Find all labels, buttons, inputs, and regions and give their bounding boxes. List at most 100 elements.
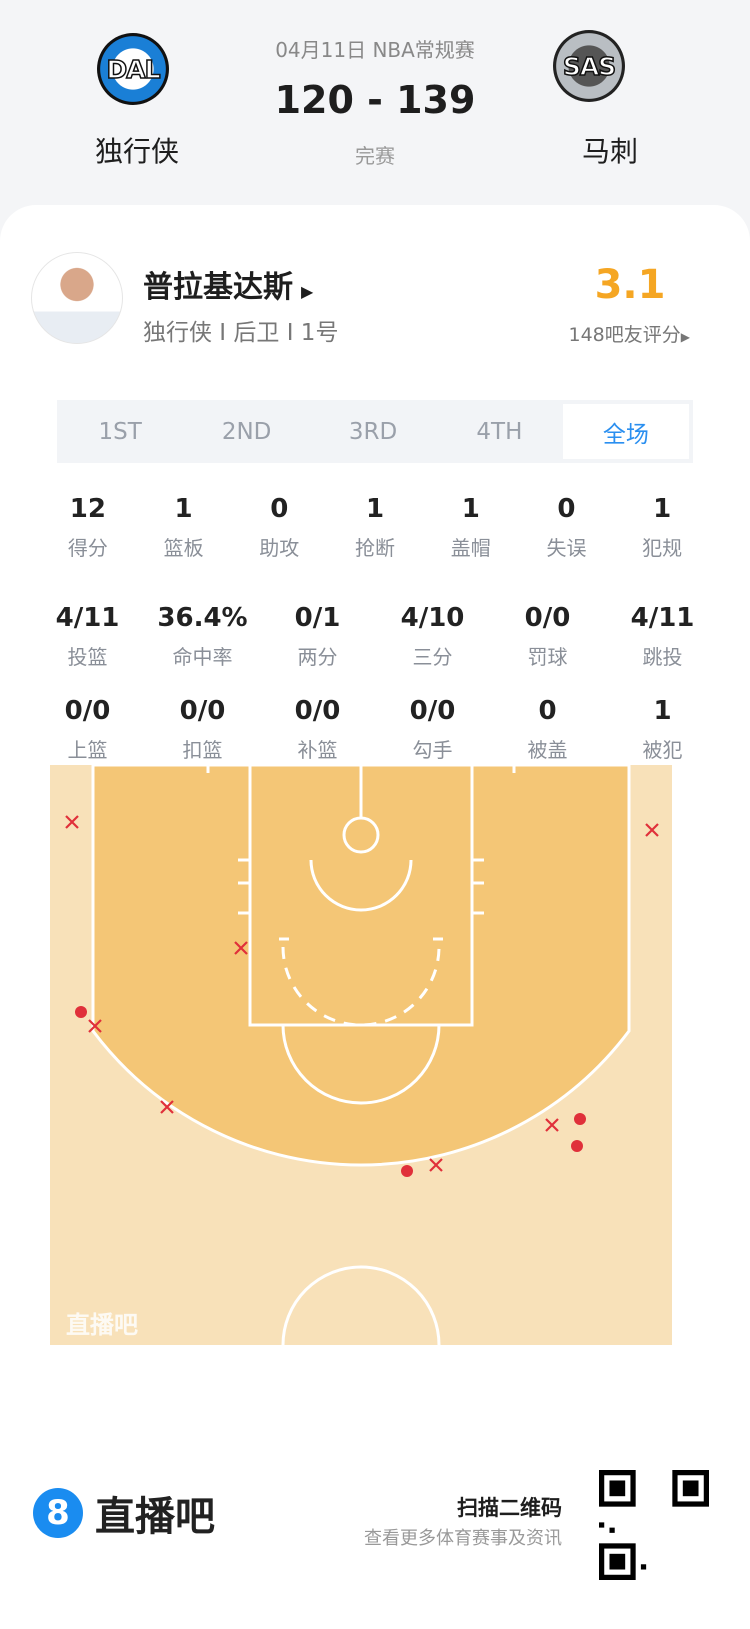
stat-label: 跳投: [642, 645, 683, 669]
stat-value: 1: [174, 494, 193, 524]
stats-row-shot-types: 0/0 上篮 0/0 扣篮 0/0 补篮 0/0 勾手 0 被盖 1 被犯: [30, 696, 720, 763]
rating-count: 148吧友评分: [568, 324, 681, 346]
stat-value: 0/0: [294, 696, 341, 726]
stat-label: 失误: [546, 536, 587, 560]
stat-value: 0: [557, 494, 576, 524]
player-info: 独行侠 I 后卫 I 1号: [143, 320, 339, 346]
stat-value: 1: [365, 494, 385, 524]
brand-name: 直播吧: [95, 1494, 215, 1540]
stat-item: 36.4% 命中率: [145, 603, 260, 670]
game-date-league: 04月11日 NBA常规赛: [275, 38, 475, 62]
rating-count-link[interactable]: 148吧友评分▶: [520, 320, 691, 347]
stat-label: 命中率: [172, 645, 233, 669]
stat-value: 0/0: [64, 696, 111, 726]
shot-missed: [645, 823, 659, 837]
stat-label: 三分: [412, 645, 453, 669]
tab-3rd[interactable]: 3RD: [348, 418, 398, 445]
player-name-text: 普拉基达斯: [143, 270, 293, 305]
sas-abbr: SAS: [562, 51, 617, 82]
qr-code: [599, 1470, 709, 1580]
stat-label: 扣篮: [182, 738, 223, 762]
player-rating: 3.1: [594, 262, 666, 308]
shot-missed: [160, 1100, 174, 1114]
stat-item: 1 盖帽: [423, 494, 519, 561]
stat-value: 1: [461, 494, 480, 524]
stat-label: 两分: [297, 645, 338, 669]
stat-item: 1 篮板: [136, 494, 232, 561]
stat-value: 1: [653, 494, 672, 524]
shot-markers: [65, 815, 659, 1177]
stat-item: 1 犯规: [614, 494, 710, 561]
stat-item: 0/0 勾手: [375, 696, 490, 763]
stat-value: 0/0: [409, 696, 456, 726]
away-team-name: 马刺: [581, 135, 638, 168]
tab-4th[interactable]: 4TH: [476, 418, 523, 445]
tab-2nd[interactable]: 2ND: [221, 418, 272, 445]
stat-value: 36.4%: [157, 603, 248, 633]
caret-right-icon: ▶: [301, 282, 314, 301]
stat-label: 勾手: [412, 738, 453, 762]
scan-subtitle: 查看更多体育赛事及资讯: [364, 1528, 562, 1549]
stat-label: 盖帽: [450, 536, 491, 560]
stat-item: 0/0 扣篮: [145, 696, 260, 763]
stat-item: 0/0 罚球: [490, 603, 605, 670]
tab-1st[interactable]: 1ST: [98, 418, 142, 445]
brand-logo-icon: 8: [33, 1488, 83, 1538]
stat-value: 0: [270, 494, 289, 524]
game-status: 完赛: [355, 144, 395, 168]
dal-logo: DAL: [97, 33, 169, 105]
player-avatar[interactable]: [31, 252, 123, 344]
player-name[interactable]: 普拉基达斯 ▶: [143, 262, 313, 306]
stat-label: 被犯: [642, 738, 683, 762]
shot-made: [75, 1006, 87, 1018]
stat-item: 0 助攻: [231, 494, 327, 561]
sas-logo: SAS: [553, 30, 625, 102]
shot-made: [401, 1165, 413, 1177]
stat-value: 1: [653, 696, 672, 726]
game-score: 120 - 139: [274, 78, 476, 122]
stat-value: 12: [69, 494, 106, 524]
stat-label: 补篮: [297, 738, 338, 762]
home-team-name: 独行侠: [94, 135, 179, 168]
stat-item: 0/0 补篮: [260, 696, 375, 763]
shot-missed: [65, 815, 79, 829]
stat-value: 4/11: [630, 603, 695, 633]
stat-item: 4/10 三分: [375, 603, 490, 670]
shot-made: [574, 1113, 586, 1125]
stat-value: 4/10: [400, 603, 465, 633]
caret-right-icon: ▶: [680, 330, 690, 344]
stat-value: 4/11: [55, 603, 120, 633]
stat-item: 4/11 投篮: [30, 603, 145, 670]
stat-label: 篮板: [163, 536, 204, 560]
shot-chart: 直播吧: [50, 765, 672, 1345]
stat-value: 0/0: [179, 696, 226, 726]
court-lines: [206, 765, 516, 1345]
stat-item: 12 得分: [40, 494, 136, 561]
period-tabs: 1ST 2ND 3RD 4TH 全场: [57, 400, 693, 463]
stat-item: 0 失误: [519, 494, 615, 561]
shot-missed: [234, 941, 248, 955]
three-point-area: [91, 765, 631, 1167]
stat-value: 0/0: [524, 603, 571, 633]
shot-missed: [545, 1118, 559, 1132]
stat-label: 上篮: [67, 738, 108, 762]
stat-label: 助攻: [259, 536, 300, 560]
stat-item: 4/11 跳投: [605, 603, 720, 670]
stats-row-basic: 12 得分 1 篮板 0 助攻 1 抢断 1 盖帽 0 失误 1 犯规: [40, 494, 710, 561]
shot-made: [571, 1140, 583, 1152]
stat-label: 抢断: [355, 536, 396, 560]
stat-item: 0 被盖: [490, 696, 605, 763]
stat-item: 0/0 上篮: [30, 696, 145, 763]
stat-item: 1 被犯: [605, 696, 720, 763]
stat-label: 投篮: [67, 645, 108, 669]
stat-item: 1 抢断: [327, 494, 423, 561]
shot-missed: [429, 1158, 443, 1172]
stat-label: 犯规: [642, 536, 683, 560]
tab-full-game[interactable]: 全场: [562, 404, 690, 459]
shot-missed: [88, 1019, 102, 1033]
dal-abbr: DAL: [106, 54, 162, 85]
stat-value: 0: [538, 696, 557, 726]
stat-label: 被盖: [527, 738, 568, 762]
watermark: 直播吧: [66, 1311, 138, 1339]
stat-label: 得分: [67, 536, 108, 560]
